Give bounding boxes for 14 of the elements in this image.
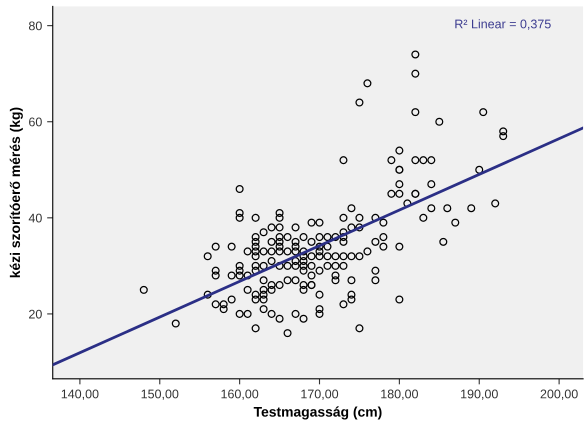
x-tick-label: 180,00	[381, 390, 418, 400]
x-tick-label: 170,00	[301, 390, 338, 400]
annotation: R² Linear = 0,375	[455, 19, 551, 30]
x-tick-label: 160,00	[221, 390, 258, 400]
y-tick-label: 80	[28, 21, 42, 30]
x-tick-label: 200,00	[540, 390, 578, 400]
y-tick-label: 20	[29, 310, 42, 319]
x-tick-label: 140,00	[62, 390, 99, 400]
x-tick-label: 150,00	[142, 390, 178, 400]
y-axis-title: kézi szorítóerő mérés (kg)	[10, 108, 23, 278]
y-tick-label: 40	[28, 214, 42, 222]
x-tick-label: 190,00	[461, 390, 498, 400]
y-tick-label: 60	[29, 118, 42, 126]
x-axis-title: Testmagasság (cm)	[254, 406, 382, 420]
